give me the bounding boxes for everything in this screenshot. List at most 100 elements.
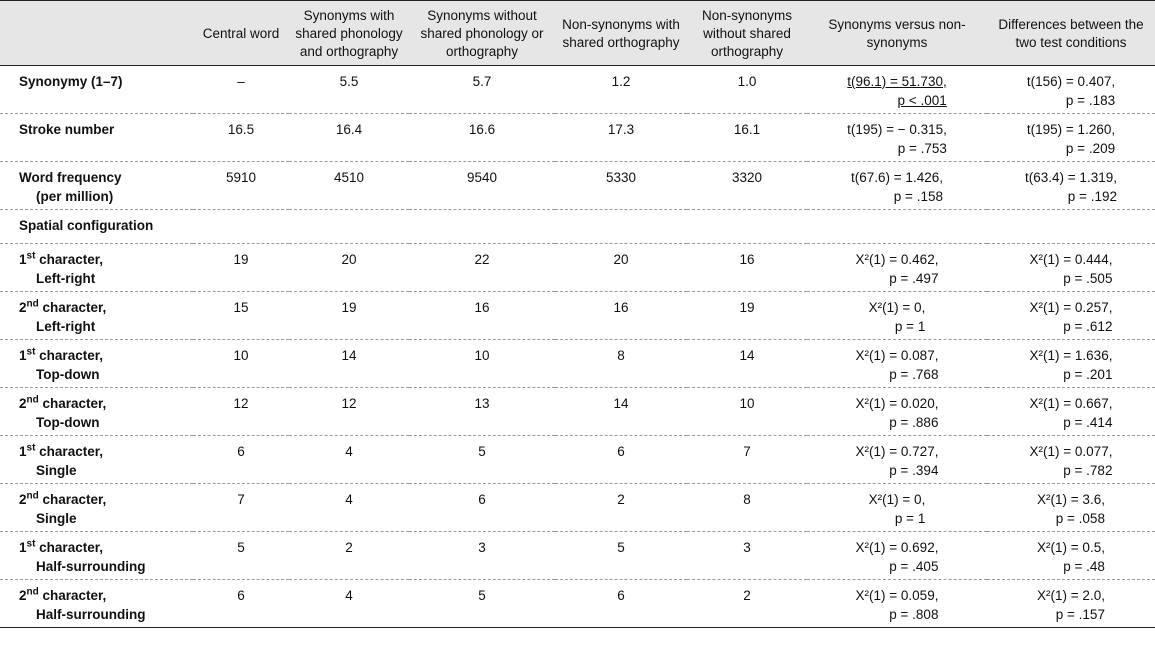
row-label: 2nd character, Top-down xyxy=(0,387,193,436)
value-cell: 2 xyxy=(687,579,807,628)
stat-line: p = .768 xyxy=(889,367,939,382)
row-label-text: Word frequency xyxy=(19,170,122,185)
value-cell: 8 xyxy=(687,483,807,532)
stat-line: X²(1) = 0.692, xyxy=(855,540,939,555)
table-body: Synonymy (1–7) –5.5 5.7 1.2 1.0 t(96.1) = 51.… xyxy=(0,65,1155,628)
row-label: 1st character, Top-down xyxy=(0,339,193,388)
value-cell: – xyxy=(193,65,289,114)
row-label-text: Spatial configuration xyxy=(19,218,154,233)
column-header: Synonyms without shared phonology or ort… xyxy=(409,0,555,66)
row-label-line2: Half-surrounding xyxy=(36,559,146,574)
row-label: Spatial configuration xyxy=(0,209,193,244)
stat-line: p = .201 xyxy=(1063,367,1113,382)
stat-line: X²(1) = 0.020, xyxy=(855,396,939,411)
value-cell: 4 xyxy=(289,435,409,484)
table-row: 1st character, Top-down 10 14 10 8 14 X²(1) = 0… xyxy=(0,339,1155,388)
value-cell: 12 xyxy=(289,387,409,436)
row-label-text: character, xyxy=(35,540,103,555)
stat-syn-vs-nonsyn: X²(1) = 0.020, p = .886 xyxy=(807,387,987,436)
column-header: Synonyms with shared phonology and ortho… xyxy=(289,0,409,66)
stat-line: p = .058 xyxy=(1055,511,1105,526)
empty-cell xyxy=(987,209,1155,244)
value-cell: 4 xyxy=(289,483,409,532)
stat-line: p = .808 xyxy=(889,607,939,622)
table-row: 1st character, Left-right 19 20 22 20 16 X²(1) … xyxy=(0,243,1155,292)
stat-syn-vs-nonsyn: X²(1) = 0, p = 1 xyxy=(807,291,987,340)
value-cell: 6 xyxy=(409,483,555,532)
row-label-line1: Word frequency xyxy=(19,170,122,185)
ordinal-suffix: st xyxy=(26,346,36,358)
table-row: 1st character, Half-surrounding 5 2 3 5 3 X²(1)… xyxy=(0,531,1155,580)
stat-syn-vs-nonsyn: X²(1) = 0.059, p = .808 xyxy=(807,579,987,628)
row-label-text: character, xyxy=(38,588,107,603)
row-label: 2nd character, Single xyxy=(0,483,193,532)
stat-test-conditions: X²(1) = 0.257, p = .612 xyxy=(987,291,1155,340)
ordinal-suffix: nd xyxy=(26,298,39,310)
stat-line: t(63.4) = 1.319, xyxy=(1025,170,1117,185)
stat-line: p = .505 xyxy=(1063,271,1113,286)
stat-test-conditions: t(156) = 0.407, p = .183 xyxy=(987,65,1155,114)
value-cell: 15 xyxy=(193,291,289,340)
value-cell: 6 xyxy=(193,579,289,628)
empty-cell xyxy=(555,209,687,244)
row-label-line1: 2nd character, xyxy=(19,490,106,507)
column-header: Synonyms versus non-synonyms xyxy=(807,0,987,66)
column-header: Non-synonyms without shared orthography xyxy=(687,0,807,66)
row-label-text: Stroke number xyxy=(19,122,115,137)
stat-syn-vs-nonsyn: X²(1) = 0, p = 1 xyxy=(807,483,987,532)
ordinal-suffix: st xyxy=(26,442,36,454)
row-label-text: character, xyxy=(38,396,107,411)
empty-cell xyxy=(289,209,409,244)
ordinal-suffix: nd xyxy=(26,490,39,502)
row-label-line1: Stroke number xyxy=(19,122,114,137)
ordinal-number: 1 xyxy=(19,540,27,555)
column-header: Differences between the two test conditi… xyxy=(987,0,1155,66)
value-cell: 22 xyxy=(409,243,555,292)
stat-line: X²(1) = 0, xyxy=(868,300,926,315)
row-label-line1: 2nd character, xyxy=(19,395,107,411)
stat-test-conditions: X²(1) = 0.077, p = .782 xyxy=(987,435,1155,484)
stat-line: p = .394 xyxy=(889,463,939,478)
row-label-line1: 2nd character, xyxy=(19,586,107,603)
row-label-line2: Half-surrounding xyxy=(36,607,146,622)
value-cell: 16.4 xyxy=(289,113,409,162)
row-label-text: character, xyxy=(35,348,103,363)
value-cell: 1.2 xyxy=(555,65,687,114)
table-row: Synonymy (1–7) –5.5 5.7 1.2 1.0 t(96.1) = 51.… xyxy=(0,65,1155,114)
value-cell: 5 xyxy=(555,531,687,580)
value-cell: 5 xyxy=(409,435,555,484)
empty-cell xyxy=(409,209,555,244)
stat-line: X²(1) = 0, xyxy=(868,492,926,507)
row-label-line2: Single xyxy=(36,511,77,526)
value-cell: 10 xyxy=(409,339,555,388)
value-cell: 5.5 xyxy=(289,65,409,114)
stat-test-conditions: t(195) = 1.260, p = .209 xyxy=(987,113,1155,162)
value-cell: 14 xyxy=(289,339,409,388)
stat-line: X²(1) = 2.0, xyxy=(1037,588,1105,603)
value-cell: 3 xyxy=(687,531,807,580)
column-header xyxy=(0,0,193,66)
row-label: 1st character, Left-right xyxy=(0,243,193,292)
value-cell: 6 xyxy=(555,435,687,484)
value-cell: 7 xyxy=(687,435,807,484)
value-cell: 8 xyxy=(555,339,687,388)
column-header: Non-synonyms with shared orthography xyxy=(555,0,687,66)
value-cell: 16 xyxy=(555,291,687,340)
stat-test-conditions: X²(1) = 3.6, p = .058 xyxy=(987,483,1155,532)
stat-line: X²(1) = 0.077, xyxy=(1029,444,1113,459)
stat-line: p = .414 xyxy=(1063,415,1113,430)
row-label: Stroke number xyxy=(0,113,193,162)
stat-line: t(96.1) = 51.730, xyxy=(847,74,947,89)
row-label-line1: 1st character, xyxy=(19,539,103,555)
stat-line: p = .48 xyxy=(1063,559,1105,574)
stat-line: p = .782 xyxy=(1063,463,1113,478)
stat-line: X²(1) = 0.087, xyxy=(855,348,939,363)
stat-line: X²(1) = 0.059, xyxy=(855,588,939,603)
stat-line: p = .158 xyxy=(893,189,943,204)
stat-line: p = .886 xyxy=(889,415,939,430)
value-cell: 1.0 xyxy=(687,65,807,114)
ordinal-suffix: nd xyxy=(26,586,39,598)
value-cell: 9540 xyxy=(409,161,555,210)
value-cell: 2 xyxy=(289,531,409,580)
ordinal-number: 2 xyxy=(19,396,27,411)
